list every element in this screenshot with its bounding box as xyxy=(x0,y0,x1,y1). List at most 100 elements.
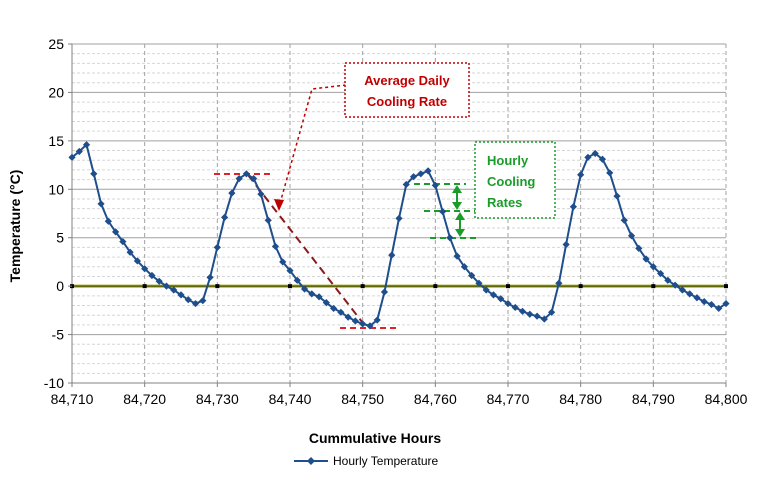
data-point xyxy=(533,312,541,320)
data-point xyxy=(613,192,621,200)
data-point xyxy=(199,297,207,305)
zero-line-tick xyxy=(433,284,438,289)
data-point xyxy=(635,244,643,252)
x-tick-label: 84,780 xyxy=(559,391,602,407)
data-point xyxy=(148,271,156,280)
x-tick-label: 84,710 xyxy=(51,391,94,407)
y-tick-label: -5 xyxy=(52,327,65,343)
data-point xyxy=(315,293,323,301)
data-point xyxy=(308,290,316,298)
legend: Hourly Temperature xyxy=(294,454,438,468)
zero-line-tick xyxy=(651,284,656,289)
data-point xyxy=(439,207,447,216)
data-point xyxy=(424,167,432,175)
data-point xyxy=(257,190,265,198)
data-point xyxy=(686,290,694,298)
data-point xyxy=(678,286,686,294)
zero-line-tick xyxy=(288,284,292,289)
callout-pointer xyxy=(278,84,347,208)
data-point xyxy=(518,307,527,315)
y-tick-label: 5 xyxy=(56,230,64,246)
hourly-callout-line1: Hourly xyxy=(487,153,529,168)
data-point xyxy=(191,299,200,308)
zero-line-tick xyxy=(142,284,147,289)
data-point xyxy=(68,153,76,161)
data-point xyxy=(700,298,708,306)
data-point xyxy=(395,214,403,222)
data-point xyxy=(707,300,716,309)
data-point xyxy=(141,265,149,273)
zero-line-tick xyxy=(578,284,583,289)
legend-label: Hourly Temperature xyxy=(333,454,438,468)
zero-line-tick xyxy=(724,284,728,289)
data-point xyxy=(693,294,701,302)
data-point xyxy=(504,299,512,308)
data-point xyxy=(373,316,381,324)
data-point xyxy=(104,217,112,225)
data-point xyxy=(228,189,236,197)
data-point xyxy=(75,147,83,156)
data-point xyxy=(133,257,141,265)
data-point xyxy=(584,153,592,161)
data-point xyxy=(649,263,657,271)
hourly-callout-box xyxy=(474,141,556,219)
data-point xyxy=(489,291,498,299)
data-point xyxy=(642,255,650,263)
hourly-cooling-overlay xyxy=(414,183,480,239)
y-tick-label: 25 xyxy=(48,36,64,52)
y-tick-label: 20 xyxy=(48,84,64,100)
data-point xyxy=(112,228,120,236)
data-point xyxy=(279,258,287,266)
hourly-callout-line2: Cooling xyxy=(487,174,535,189)
data-point xyxy=(431,181,439,190)
data-point xyxy=(453,252,461,260)
data-point xyxy=(591,149,599,158)
x-tick-label: 84,730 xyxy=(196,391,239,407)
data-point xyxy=(155,277,163,285)
x-tick-label: 84,770 xyxy=(487,391,530,407)
data-point xyxy=(184,296,192,304)
data-point xyxy=(242,170,250,178)
zero-reference-line xyxy=(70,284,728,289)
data-point xyxy=(482,286,490,294)
data-point xyxy=(562,240,570,249)
data-point xyxy=(540,315,548,323)
data-point xyxy=(460,263,468,271)
data-point xyxy=(170,286,178,294)
data-point xyxy=(162,282,171,290)
average-cooling-slope-line xyxy=(247,174,367,328)
data-point xyxy=(119,237,127,246)
hourly-callout-line3: Rates xyxy=(487,195,522,210)
data-point xyxy=(577,171,585,179)
data-point xyxy=(337,308,345,316)
data-point xyxy=(671,281,679,289)
data-point xyxy=(598,155,607,163)
hourly-arrowhead-2a xyxy=(455,212,465,220)
hourly-arrowhead-1a xyxy=(452,185,462,193)
data-point xyxy=(213,243,221,251)
data-point xyxy=(548,308,556,316)
data-point xyxy=(90,170,98,178)
data-point xyxy=(359,320,367,328)
data-point xyxy=(627,232,636,240)
data-point xyxy=(446,234,454,242)
callout-arrowhead xyxy=(274,199,284,211)
data-point xyxy=(511,303,519,312)
data-point xyxy=(82,141,91,149)
data-point xyxy=(351,317,359,325)
hourly-arrowhead-2b xyxy=(455,229,465,237)
data-point xyxy=(722,299,730,308)
x-axis-title: Cummulative Hours xyxy=(309,430,441,446)
data-point xyxy=(264,216,272,224)
y-tick-label: 0 xyxy=(56,278,64,294)
x-tick-label: 84,720 xyxy=(123,391,166,407)
data-point xyxy=(606,169,614,177)
average-daily-callout-line2: Cooling Rate xyxy=(367,94,447,109)
legend-marker xyxy=(307,457,315,465)
zero-line-tick xyxy=(215,284,220,289)
x-tick-label: 84,760 xyxy=(414,391,457,407)
data-point xyxy=(468,271,476,280)
data-point xyxy=(322,299,330,307)
data-point xyxy=(417,170,425,178)
